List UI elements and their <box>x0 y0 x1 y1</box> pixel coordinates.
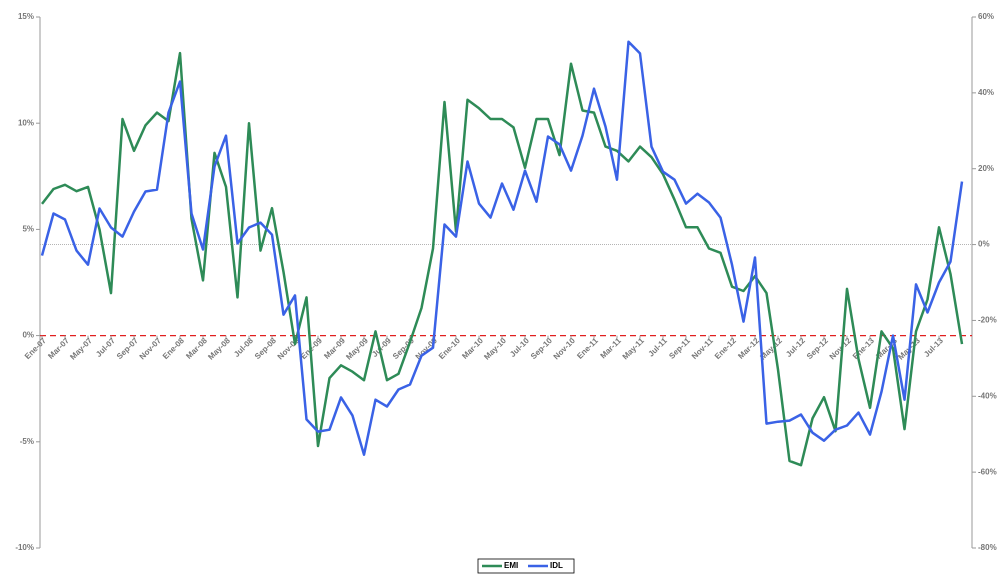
x-tick-label: May-10 <box>482 336 508 362</box>
y2-tick-label: -40% <box>978 391 997 400</box>
x-tick-label: Sep-10 <box>529 336 554 361</box>
y-tick-label: 10% <box>18 118 34 127</box>
y-tick-label: 5% <box>22 225 34 234</box>
y2-tick-label: -20% <box>978 316 997 325</box>
x-tick-label: May-09 <box>344 336 370 362</box>
legend-box <box>477 558 575 574</box>
x-tick-label: Mar-10 <box>460 336 485 361</box>
x-tick-label: Mar-08 <box>184 336 209 361</box>
x-tick-label: Nov-10 <box>552 336 578 362</box>
x-tick-label: Mar-12 <box>736 336 761 361</box>
x-tick-label: Sep-12 <box>805 336 830 361</box>
x-tick-label: May-11 <box>621 336 647 362</box>
x-tick-label: Mar-09 <box>322 336 347 361</box>
legend-label: EMI <box>504 561 518 570</box>
y2-tick-label: 20% <box>978 164 994 173</box>
y2-tick-label: 0% <box>978 240 990 249</box>
x-tick-label: Jul-07 <box>94 336 117 359</box>
x-tick-label: Sep-08 <box>253 336 278 361</box>
x-tick-label: Nov-07 <box>138 336 164 362</box>
y2-tick-label: 40% <box>978 88 994 97</box>
series-line <box>40 40 964 456</box>
x-tick-label: Jul-12 <box>784 336 807 359</box>
x-tick-label: Sep-07 <box>115 336 140 361</box>
y2-tick-label: -60% <box>978 467 997 476</box>
y-tick-label: 0% <box>22 331 34 340</box>
x-tick-label: Ene-10 <box>437 336 462 361</box>
y2-tick-label: 60% <box>978 12 994 21</box>
legend-label: IDL <box>550 561 563 570</box>
x-tick-label: Sep-11 <box>667 336 692 361</box>
x-tick-label: Jul-08 <box>232 336 255 359</box>
x-tick-label: Jul-11 <box>646 336 669 359</box>
y-tick-label: -10% <box>15 543 34 552</box>
x-tick-label: Ene-12 <box>713 336 738 361</box>
x-tick-label: Mar-11 <box>599 336 624 361</box>
x-tick-label: Ene-11 <box>575 336 600 361</box>
x-tick-label: May-08 <box>206 336 232 362</box>
x-tick-label: Jul-13 <box>922 336 945 359</box>
y-tick-label: 15% <box>18 12 34 21</box>
x-tick-label: Mar-07 <box>46 336 71 361</box>
x-tick-label: Ene-08 <box>161 336 186 361</box>
x-tick-label: Nov-09 <box>414 336 440 362</box>
x-tick-label: Nov-08 <box>276 336 302 362</box>
y-tick-label: -5% <box>20 437 34 446</box>
x-tick-label: May-07 <box>68 336 94 362</box>
series-line <box>41 51 964 467</box>
y2-tick-label: -80% <box>978 543 997 552</box>
x-tick-label: Nov-11 <box>690 336 715 361</box>
x-tick-label: Jul-10 <box>508 336 531 359</box>
